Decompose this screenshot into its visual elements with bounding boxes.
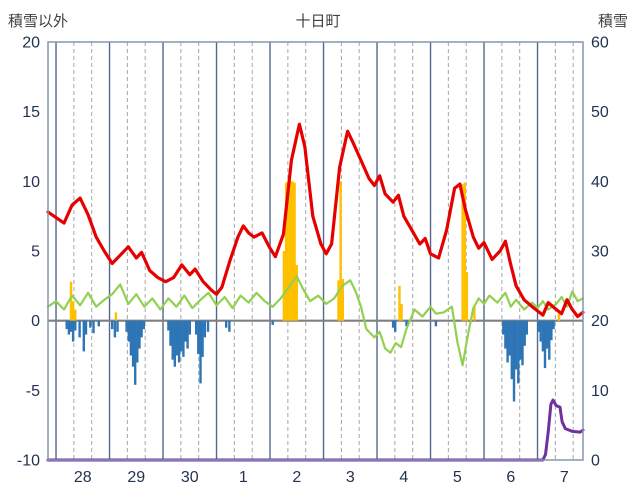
x-tick-label: 1 (239, 469, 248, 486)
x-tick-label: 3 (346, 469, 355, 486)
right-tick-label: 0 (591, 453, 600, 470)
right-tick-label: 10 (591, 383, 609, 400)
x-tick-label: 28 (74, 469, 92, 486)
orange-bars (69, 181, 561, 321)
right-tick-label: 30 (591, 244, 609, 261)
right-axis-title: 積雪 (597, 13, 628, 30)
left-tick-label: -5 (26, 383, 40, 400)
purple-line (46, 398, 585, 462)
right-tick-label: 60 (591, 35, 609, 52)
x-tick-label: 5 (453, 469, 462, 486)
blue-bars (65, 320, 555, 402)
x-tick-label: 4 (399, 469, 408, 486)
x-tick-label: 7 (560, 469, 569, 486)
chart-title: 十日町 (295, 13, 341, 30)
plot-border (47, 41, 584, 461)
x-tick-label: 29 (127, 469, 145, 486)
left-tick-label: 5 (31, 244, 40, 261)
green-line (46, 275, 585, 367)
x-tick-label: 2 (292, 469, 301, 486)
left-axis-title: 積雪以外 (8, 13, 69, 30)
right-tick-label: 20 (591, 313, 609, 330)
left-tick-label: 15 (22, 104, 40, 121)
red-line (46, 122, 585, 319)
left-tick-label: 10 (22, 174, 40, 191)
x-tick-label: 6 (506, 469, 515, 486)
right-tick-label: 50 (591, 104, 609, 121)
left-tick-label: 20 (22, 35, 40, 52)
left-tick-label: 0 (31, 313, 40, 330)
x-tick-label: 30 (181, 469, 199, 486)
left-tick-label: -10 (17, 453, 40, 470)
right-tick-label: 40 (591, 174, 609, 191)
